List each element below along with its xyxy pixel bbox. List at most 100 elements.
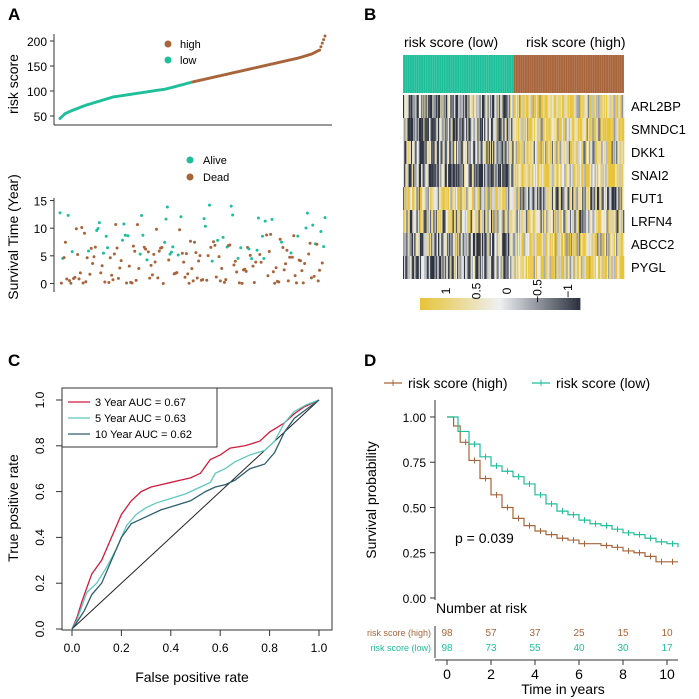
heatmap-cell bbox=[610, 256, 612, 279]
heatmap-cell bbox=[545, 210, 547, 233]
risk-count: 37 bbox=[529, 628, 541, 639]
x-tick-label: 1.0 bbox=[311, 641, 328, 655]
heatmap-cell bbox=[481, 233, 484, 256]
dead-point bbox=[274, 266, 278, 270]
heatmap-cell bbox=[576, 210, 579, 233]
heatmap-cell bbox=[441, 256, 443, 279]
colorbar-segment bbox=[566, 298, 569, 310]
heatmap-cell bbox=[452, 256, 455, 279]
heatmap-cell bbox=[583, 233, 585, 256]
alive-point bbox=[231, 213, 235, 217]
heatmap-cell bbox=[475, 210, 477, 233]
dead-point bbox=[78, 271, 82, 275]
heatmap-cell bbox=[605, 187, 608, 210]
heatmap-cell bbox=[451, 141, 453, 164]
heatmap-cell bbox=[617, 118, 619, 141]
heatmap-cell bbox=[435, 187, 438, 210]
heatmap-cell bbox=[493, 187, 495, 210]
heatmap-cell bbox=[458, 233, 460, 256]
heatmap-cell bbox=[432, 256, 434, 279]
heatmap-cell bbox=[414, 233, 416, 256]
heatmap-cell bbox=[507, 141, 510, 164]
heatmap-cell bbox=[555, 187, 557, 210]
dead-point bbox=[300, 269, 304, 273]
heatmap-cell bbox=[538, 233, 540, 256]
heatmap-cell bbox=[513, 187, 515, 210]
heatmap-cell bbox=[616, 164, 618, 187]
heatmap-cell bbox=[457, 187, 459, 210]
heatmap-cell bbox=[406, 256, 408, 279]
heatmap-cell bbox=[565, 95, 567, 118]
heatmap-cell bbox=[590, 210, 592, 233]
heatmap-cell bbox=[511, 233, 513, 256]
heatmap-cell bbox=[403, 210, 405, 233]
heatmap-cell bbox=[425, 233, 427, 256]
heatmap-cell bbox=[507, 256, 510, 279]
heatmap-cell bbox=[437, 256, 440, 279]
colorbar-segment bbox=[424, 298, 427, 310]
heatmap-cell bbox=[446, 187, 449, 210]
heatmap-cell bbox=[403, 256, 405, 279]
heatmap-cell bbox=[549, 95, 552, 118]
heatmap-cell bbox=[502, 141, 504, 164]
colorbar-segment bbox=[466, 298, 469, 310]
heatmap-cell bbox=[528, 141, 530, 164]
heatmap-cell bbox=[414, 164, 416, 187]
heatmap-cell bbox=[454, 256, 457, 279]
risk-count: 98 bbox=[441, 628, 453, 639]
heatmap-cell bbox=[419, 95, 422, 118]
heatmap-cell bbox=[461, 233, 464, 256]
heatmap-cell bbox=[430, 95, 432, 118]
heatmap-cell bbox=[524, 95, 527, 118]
risk-count: 98 bbox=[441, 643, 453, 654]
heatmap-cell bbox=[436, 95, 439, 118]
heatmap-cell bbox=[471, 118, 474, 141]
heatmap-cell bbox=[446, 118, 449, 141]
risk-count: 10 bbox=[661, 628, 673, 639]
heatmap-cell bbox=[568, 141, 571, 164]
heatmap-cell bbox=[404, 210, 406, 233]
dead-point bbox=[197, 259, 201, 263]
dead-point bbox=[285, 248, 289, 252]
heatmap-cell bbox=[421, 210, 423, 233]
risk-count: 25 bbox=[573, 628, 585, 639]
heatmap-cell bbox=[492, 118, 494, 141]
heatmap-cell bbox=[454, 141, 457, 164]
heatmap-cell bbox=[523, 210, 526, 233]
colorbar-segment bbox=[452, 298, 455, 310]
heatmap-cell bbox=[452, 233, 455, 256]
risk-point bbox=[323, 34, 327, 38]
heatmap-cell bbox=[514, 256, 517, 279]
heatmap-cell bbox=[559, 187, 562, 210]
heatmap-cell bbox=[524, 187, 527, 210]
colorbar-segment bbox=[544, 298, 547, 310]
heatmap-cell bbox=[557, 256, 559, 279]
heatmap-cell bbox=[426, 95, 429, 118]
heatmap-cell bbox=[557, 187, 559, 210]
heatmap-cell bbox=[470, 141, 473, 164]
heatmap-cell bbox=[537, 233, 539, 256]
risk-row-label: risk score (low) bbox=[370, 643, 431, 653]
heatmap-cell bbox=[589, 164, 591, 187]
heatmap-cell bbox=[549, 164, 552, 187]
heatmap-cell bbox=[440, 118, 442, 141]
heatmap-cell bbox=[412, 141, 414, 164]
heatmap-cell bbox=[502, 118, 504, 141]
heatmap-cell bbox=[513, 233, 515, 256]
heatmap-cell bbox=[590, 164, 592, 187]
heatmap-cell bbox=[481, 95, 484, 118]
heatmap-cell bbox=[612, 141, 615, 164]
risk-point bbox=[318, 48, 322, 52]
heatmap-cell bbox=[490, 141, 493, 164]
heatmap-cell bbox=[551, 210, 554, 233]
heatmap-cell bbox=[545, 256, 547, 279]
heatmap-cell bbox=[408, 118, 411, 141]
heatmap-cell bbox=[607, 141, 609, 164]
heatmap-cell bbox=[522, 95, 524, 118]
heatmap-cell bbox=[453, 141, 456, 164]
y-tick-label: 0 bbox=[40, 277, 47, 291]
heatmap-cell bbox=[585, 118, 588, 141]
heatmap-cell bbox=[470, 164, 473, 187]
heatmap-cell bbox=[427, 141, 430, 164]
heatmap-cell bbox=[444, 210, 447, 233]
